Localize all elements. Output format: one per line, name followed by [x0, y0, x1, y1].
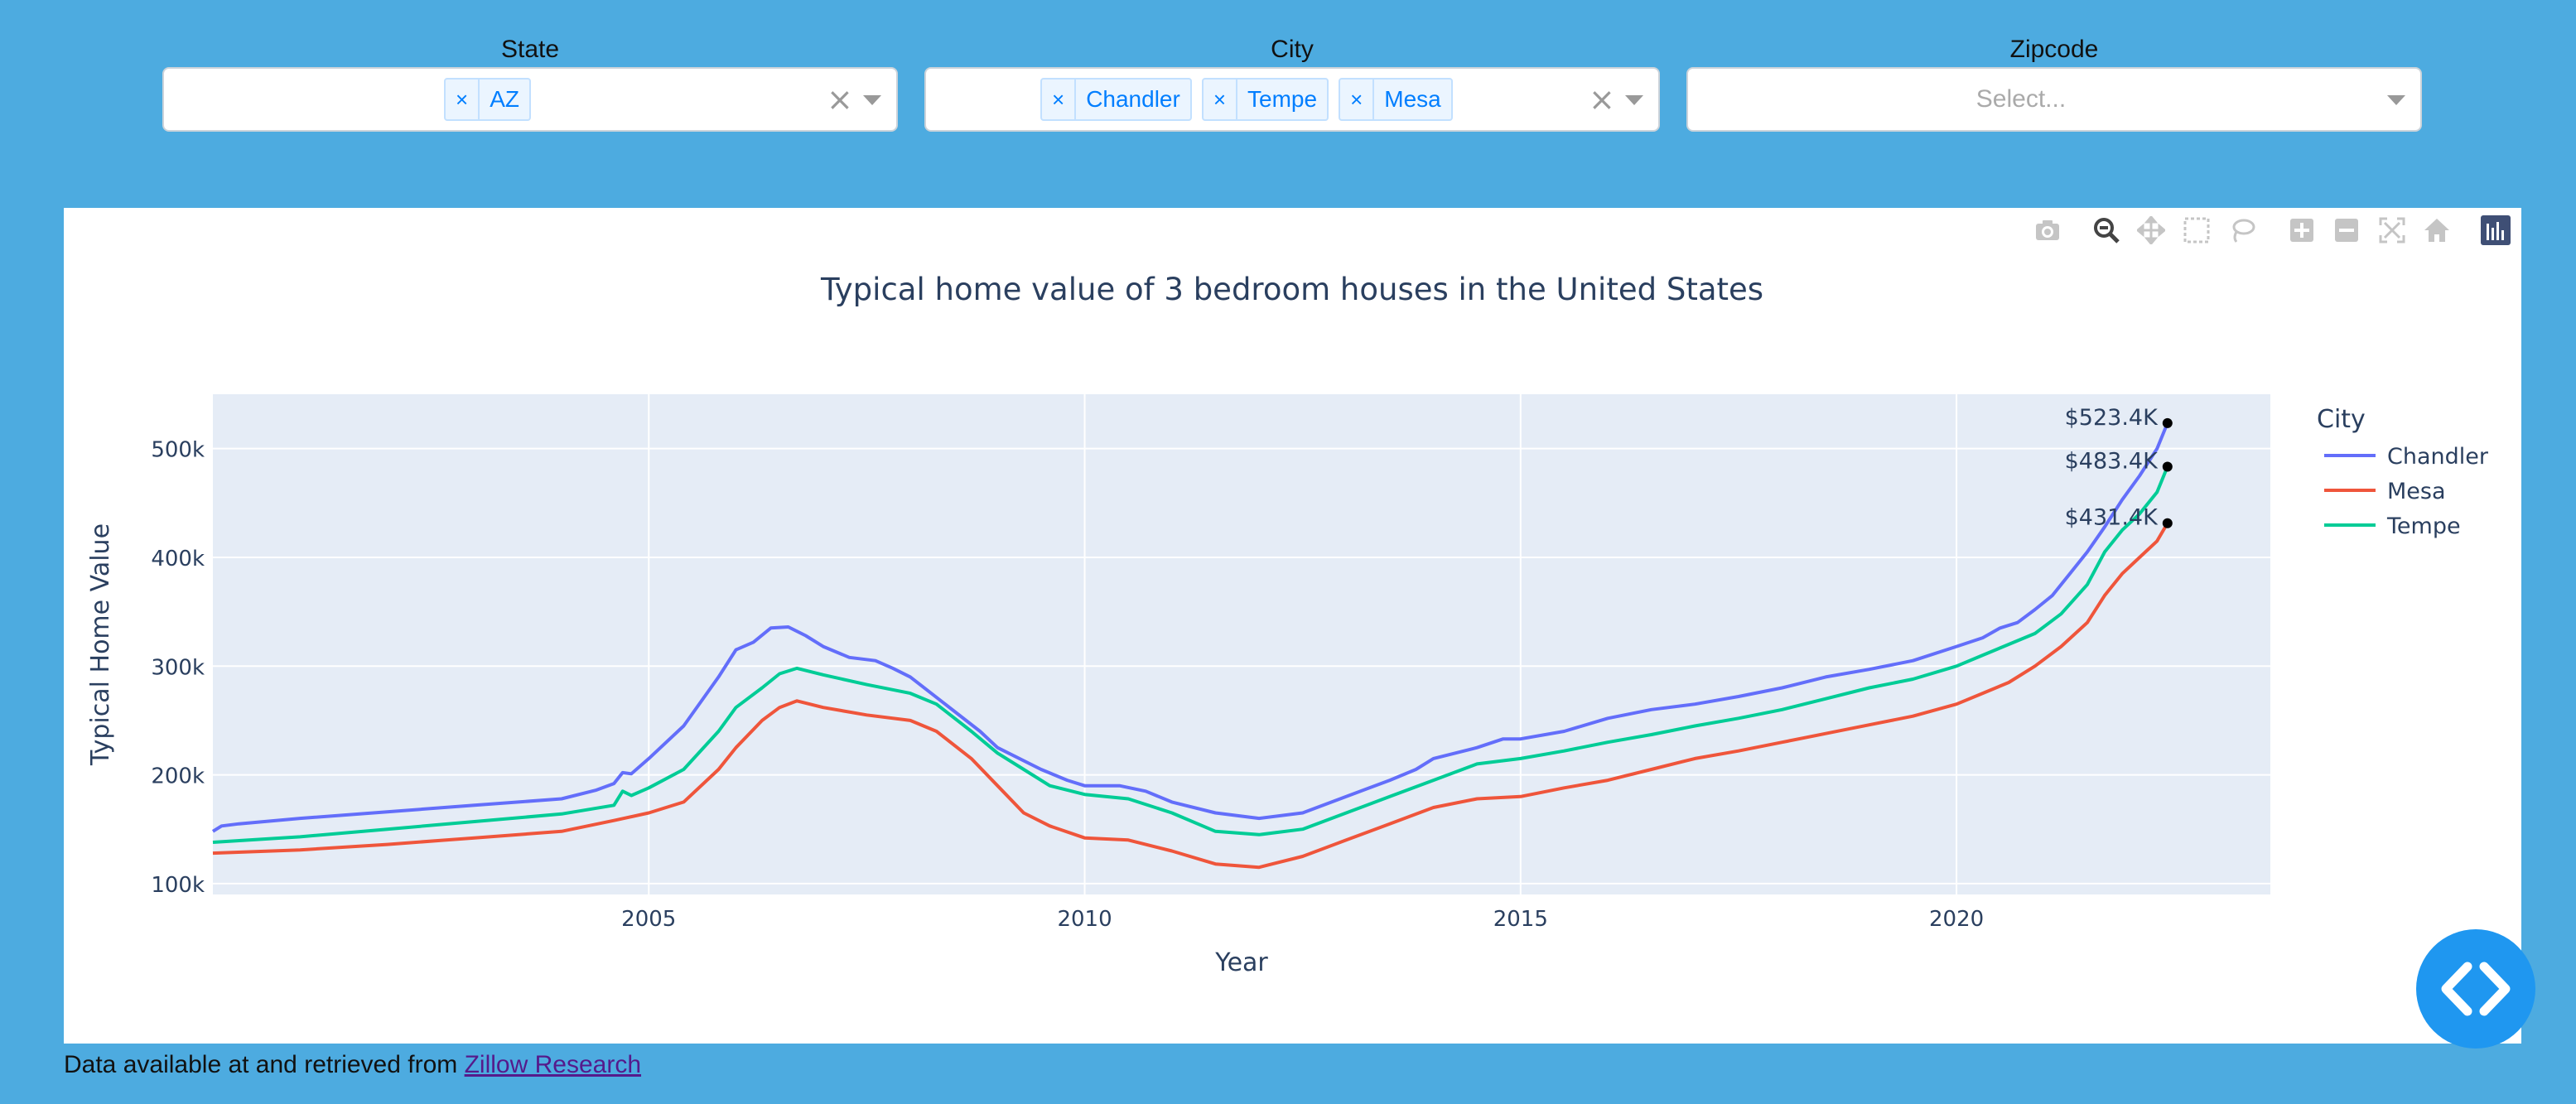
chart-panel [64, 208, 2521, 1044]
remove-chip-mesa-button[interactable]: × [1340, 80, 1375, 119]
chevron-down-icon[interactable] [1625, 95, 1643, 105]
pan-icon[interactable] [2135, 214, 2168, 247]
city-chip-chandler: × Chandler [1040, 78, 1192, 121]
zipcode-placeholder: Select... [1975, 85, 2067, 113]
footer-text: Data available at and retrieved from [64, 1051, 458, 1078]
zillow-research-link[interactable]: Zillow Research [464, 1051, 642, 1078]
remove-chip-chandler-button[interactable]: × [1042, 80, 1077, 119]
plotly-logo-icon[interactable] [2479, 214, 2512, 247]
box-select-icon[interactable] [2180, 214, 2213, 247]
chevron-down-icon[interactable] [2387, 95, 2405, 105]
chip-label: AZ [490, 86, 519, 112]
state-chip-az: × AZ [444, 78, 531, 121]
city-filter-label: City [1271, 36, 1314, 63]
zoom-in-icon[interactable] [2285, 214, 2318, 247]
zoom-icon[interactable] [2090, 214, 2123, 247]
remove-chip-tempe-button[interactable]: × [1204, 80, 1238, 119]
remove-chip-az-button[interactable]: × [446, 80, 480, 119]
chip-label: Tempe [1247, 86, 1318, 112]
chip-label: Mesa [1384, 86, 1441, 112]
reset-axes-icon[interactable] [2420, 214, 2453, 247]
lasso-select-icon[interactable] [2226, 214, 2259, 247]
state-dropdown[interactable]: × AZ × [162, 67, 898, 132]
camera-icon[interactable] [2031, 214, 2064, 247]
zoom-out-icon[interactable] [2330, 214, 2363, 247]
autoscale-icon[interactable] [2376, 214, 2409, 247]
code-icon [2441, 962, 2511, 1016]
chip-label: Chandler [1086, 86, 1180, 112]
city-dropdown[interactable]: × Chandler × Tempe × Mesa × [924, 67, 1660, 132]
clear-icon[interactable]: × [827, 81, 853, 118]
state-filter-label: State [500, 36, 560, 63]
zipcode-dropdown[interactable]: Select... [1686, 67, 2422, 132]
chevron-down-icon[interactable] [863, 95, 881, 105]
footer-note: Data available at and retrieved from Zil… [64, 1049, 641, 1082]
city-chip-mesa: × Mesa [1339, 78, 1453, 121]
code-toggle-button[interactable] [2416, 929, 2535, 1049]
city-chip-tempe: × Tempe [1201, 78, 1329, 121]
clear-icon[interactable]: × [1589, 81, 1615, 118]
zipcode-filter-label: Zipcode [2009, 36, 2099, 63]
